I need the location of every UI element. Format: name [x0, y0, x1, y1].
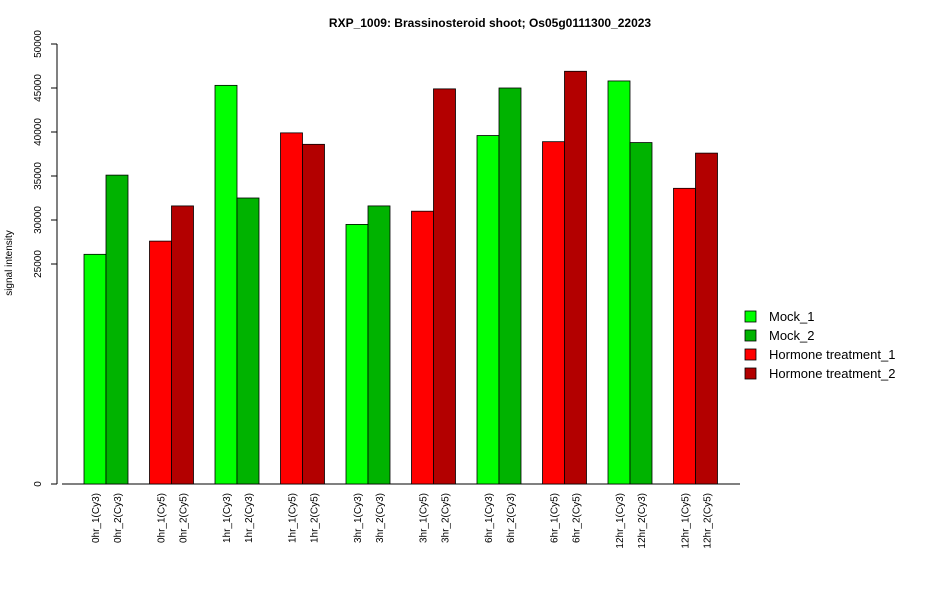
- y-tick-label: 50000: [33, 30, 44, 58]
- x-tick-label: 12hr_2(Cy3): [637, 493, 648, 549]
- y-tick-label: 0: [33, 481, 44, 487]
- y-tick-label: 30000: [33, 206, 44, 234]
- bar: [629, 142, 653, 485]
- bar: [83, 253, 107, 485]
- bar: [498, 87, 522, 485]
- x-tick-label: 6hr_1(Cy3): [484, 493, 495, 543]
- legend: Mock_1 Mock_2 Hormone treatment_1 Hormone t…: [744, 309, 895, 381]
- x-tick-label: 12hr_2(Cy5): [703, 493, 714, 549]
- y-tick-label: 45000: [33, 74, 44, 102]
- bar: [302, 143, 325, 485]
- x-tick-label: 12hr_1(Cy5): [681, 493, 692, 549]
- x-tick-label: 0hr_2(Cy3): [113, 493, 124, 543]
- bar: [564, 70, 587, 485]
- legend-label: Mock_1: [769, 309, 815, 324]
- x-tick-label: 3hr_1(Cy3): [353, 493, 364, 543]
- legend-swatch: [744, 348, 757, 361]
- legend-swatch: [744, 329, 757, 342]
- x-tick-label: 3hr_1(Cy5): [419, 493, 430, 543]
- bar: [149, 240, 172, 485]
- y-tick-label: 35000: [33, 162, 44, 190]
- y-axis-label: signal intensity: [4, 230, 15, 296]
- x-tick-label: 0hr_2(Cy5): [179, 493, 190, 543]
- x-tick-label: 1hr_1(Cy5): [288, 493, 299, 543]
- x-tick-label: 6hr_2(Cy3): [506, 493, 517, 543]
- bar: [367, 205, 391, 485]
- x-axis-tick-labels: 0hr_1(Cy3) 0hr_2(Cy3) 0hr_1(Cy5) 0hr_2(Cy5)…: [91, 493, 714, 549]
- x-tick-label: 12hr_1(Cy3): [615, 493, 626, 549]
- bar: [105, 174, 129, 485]
- bar: [542, 141, 565, 485]
- y-axis-ticks: 0 25000 30000 35000 40000 45000 50000: [33, 30, 57, 487]
- bar: [214, 84, 238, 485]
- legend-label: Hormone treatment_2: [769, 366, 895, 381]
- bar: [280, 132, 303, 485]
- legend-swatch: [744, 310, 757, 323]
- bar: [673, 187, 696, 485]
- chart-title: RXP_1009: Brassinosteroid shoot; Os05g01…: [329, 16, 652, 30]
- x-tick-label: 1hr_2(Cy3): [244, 493, 255, 543]
- x-tick-label: 1hr_2(Cy5): [310, 493, 321, 543]
- y-tick-label: 25000: [33, 250, 44, 278]
- bar: [345, 223, 369, 485]
- bar: [171, 205, 194, 485]
- bar: [236, 197, 260, 485]
- bar: [607, 80, 631, 485]
- bars-group: [83, 70, 718, 485]
- x-tick-label: 1hr_1(Cy3): [222, 493, 233, 543]
- x-tick-label: 0hr_1(Cy3): [91, 493, 102, 543]
- y-tick-label: 40000: [33, 118, 44, 146]
- x-tick-label: 6hr_2(Cy5): [572, 493, 583, 543]
- bar: [476, 135, 500, 485]
- legend-label: Hormone treatment_1: [769, 347, 895, 362]
- bar: [433, 88, 456, 485]
- bar: [695, 152, 718, 485]
- x-tick-label: 0hr_1(Cy5): [157, 493, 168, 543]
- legend-swatch: [744, 367, 757, 380]
- legend-label: Mock_2: [769, 328, 815, 343]
- x-tick-label: 6hr_1(Cy5): [550, 493, 561, 543]
- x-tick-label: 3hr_2(Cy3): [375, 493, 386, 543]
- x-tick-label: 3hr_2(Cy5): [441, 493, 452, 543]
- bar: [411, 210, 434, 485]
